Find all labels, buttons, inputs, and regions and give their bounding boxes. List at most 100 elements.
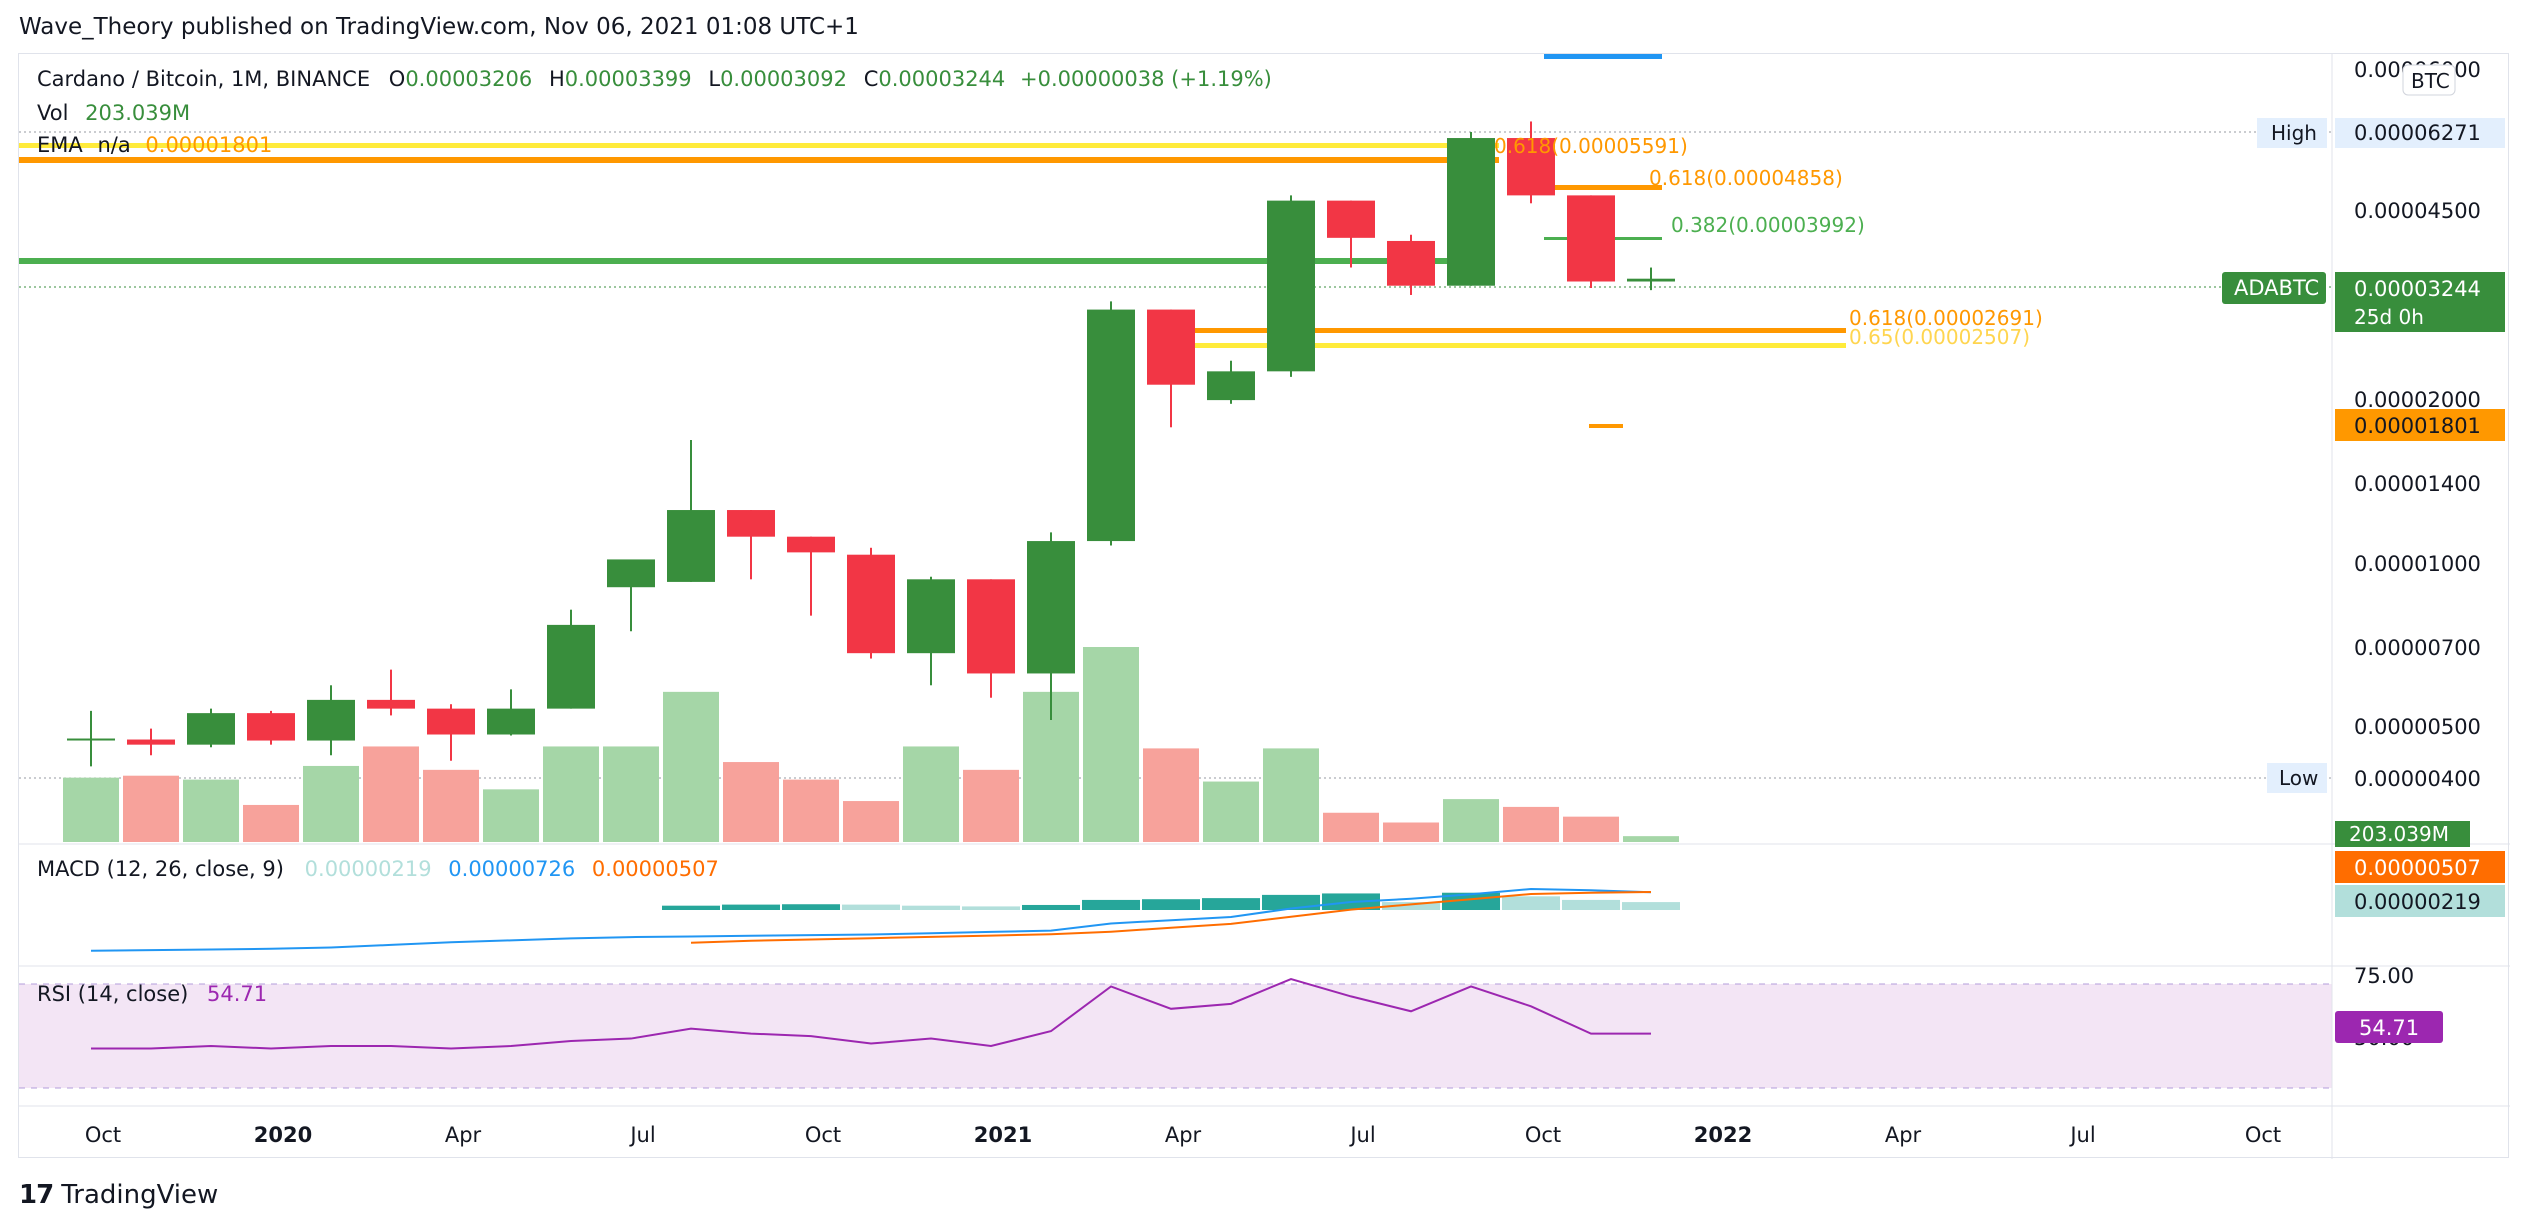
volume-bar [963, 769, 1019, 842]
rsi-badge [2335, 1011, 2443, 1043]
candle-body [667, 510, 715, 582]
macd-signal-value: 0.00000507 [2354, 856, 2481, 880]
legend-high: 0.00003399 [565, 67, 692, 91]
orange-resistance-line [19, 157, 1499, 163]
candles [67, 121, 1675, 767]
candle-body [1327, 200, 1375, 238]
macd-histogram-bar [1202, 898, 1260, 910]
high-badge-label: High [2271, 121, 2317, 145]
price-axis[interactable]: 0.00006000 0.00004500 0.00002000 0.00001… [2354, 58, 2481, 1050]
fib-label-5: 0.65(0.00002507) [1849, 325, 2030, 349]
legend-close: 0.00003244 [878, 67, 1005, 91]
volume-bar [723, 762, 779, 842]
volume-bar [903, 746, 959, 842]
legend-low: 0.00003092 [720, 67, 847, 91]
rsi-pane [91, 977, 1651, 1050]
rsi-band [19, 984, 2332, 1088]
fib-65-lower [1191, 343, 1846, 348]
volume-bar [1443, 799, 1499, 842]
ema-price-value: 0.00001801 [2354, 414, 2481, 438]
low-badge [2267, 763, 2327, 793]
legend-l-label: L [708, 67, 720, 91]
candle-body [907, 579, 955, 654]
time-axis-label: Oct [1525, 1123, 1561, 1147]
volume-bar [1623, 836, 1679, 842]
candle-body [847, 554, 895, 654]
high-value: 0.00006271 [2354, 121, 2481, 145]
legend-volume: Vol 203.039M [37, 101, 190, 125]
rsi-badge-value: 54.71 [2359, 1016, 2419, 1040]
time-axis[interactable]: Oct 2020 Apr Jul Oct 2021 Apr Jul Oct 2022 Apr Jul O… [85, 1123, 2281, 1147]
volume-bar [783, 779, 839, 842]
volume-bar [603, 746, 659, 842]
candle-body [1567, 195, 1615, 282]
volume-bars [63, 647, 1679, 842]
candle-body [1627, 278, 1675, 282]
candle-body [1267, 200, 1315, 372]
volume-bar [1503, 806, 1559, 842]
macd-histogram-bar [842, 904, 900, 910]
volume-bar [1323, 812, 1379, 842]
symbol-tag [2222, 272, 2326, 304]
volume-bar [1563, 816, 1619, 842]
countdown-value: 25d 0h [2354, 305, 2424, 329]
time-axis-label: Jul [2068, 1123, 2095, 1147]
volume-bar [663, 691, 719, 842]
volume-bar [243, 804, 299, 842]
time-axis-label: 2022 [1694, 1123, 1752, 1147]
candle-body [187, 713, 235, 745]
fib-blue-line [1544, 54, 1662, 59]
legend-ema-value: 0.00001801 [145, 133, 272, 157]
macd-histogram-bar [782, 904, 840, 910]
ema-dash [1589, 424, 1623, 428]
ema-price-badge [2335, 409, 2505, 441]
legend-c-label: C [864, 67, 879, 91]
price-tick-1: 0.00004500 [2354, 199, 2481, 223]
fib-label-3: 0.382(0.00003992) [1671, 213, 1865, 237]
time-axis-label: 2020 [254, 1123, 312, 1147]
candlestick-chart[interactable]: 0.618(0.00005591) 0.618(0.00004858) 0.38… [19, 54, 2510, 1159]
fib-label-2: 0.618(0.00004858) [1649, 166, 1843, 190]
volume-bar [363, 746, 419, 842]
chart-frame: 0.618(0.00005591) 0.618(0.00004858) 0.38… [18, 53, 2510, 1159]
high-badge [2257, 118, 2327, 148]
candle-body [307, 699, 355, 741]
time-axis-label: Oct [805, 1123, 841, 1147]
symbol-tag-label: ADABTC [2234, 276, 2319, 300]
candle-body [727, 510, 775, 537]
tradingview-brand[interactable]: 17 TradingView [19, 1180, 218, 1210]
volume-bar [1203, 781, 1259, 842]
rsi-tick-75: 75.00 [2354, 964, 2414, 988]
rsi-line [91, 977, 1651, 1050]
time-axis-label: Oct [2245, 1123, 2281, 1147]
legend-change: +0.00000038 (+1.19%) [1020, 67, 1272, 91]
macd-histogram-bar [1382, 902, 1440, 910]
volume-bar [483, 789, 539, 842]
volume-bar [303, 765, 359, 842]
price-tick-5: 0.00000700 [2354, 636, 2481, 660]
macd-signal-badge [2335, 851, 2505, 883]
macd-legend-macd: 0.00000726 [448, 857, 575, 881]
candle-body [547, 624, 595, 709]
macd-histogram-bar [1022, 904, 1080, 910]
yellow-resistance-line [19, 143, 1499, 148]
legend-o-label: O [389, 67, 406, 91]
price-tick-6: 0.00000500 [2354, 715, 2481, 739]
candle-body [1507, 138, 1555, 196]
price-tick-2: 0.00002000 [2354, 388, 2481, 412]
legend-symbol: Cardano / Bitcoin, 1M, BINANCE [37, 67, 370, 91]
volume-bar [1143, 748, 1199, 842]
tradingview-logo-icon: 17 [19, 1180, 54, 1210]
candle-body [367, 699, 415, 709]
legend-open: 0.00003206 [405, 67, 532, 91]
macd-pane [90, 887, 1680, 952]
volume-bar [1383, 822, 1439, 842]
macd-hist-value: 0.00000219 [2354, 890, 2481, 914]
candle-body [427, 708, 475, 735]
candle-body [1087, 309, 1135, 542]
publish-caption: Wave_Theory published on TradingView.com… [19, 14, 859, 40]
rsi-legend-value: 54.71 [207, 982, 267, 1006]
currency-badge[interactable] [2402, 64, 2456, 96]
vol-badge-value: 203.039M [2349, 822, 2449, 846]
candle-body [1147, 309, 1195, 385]
